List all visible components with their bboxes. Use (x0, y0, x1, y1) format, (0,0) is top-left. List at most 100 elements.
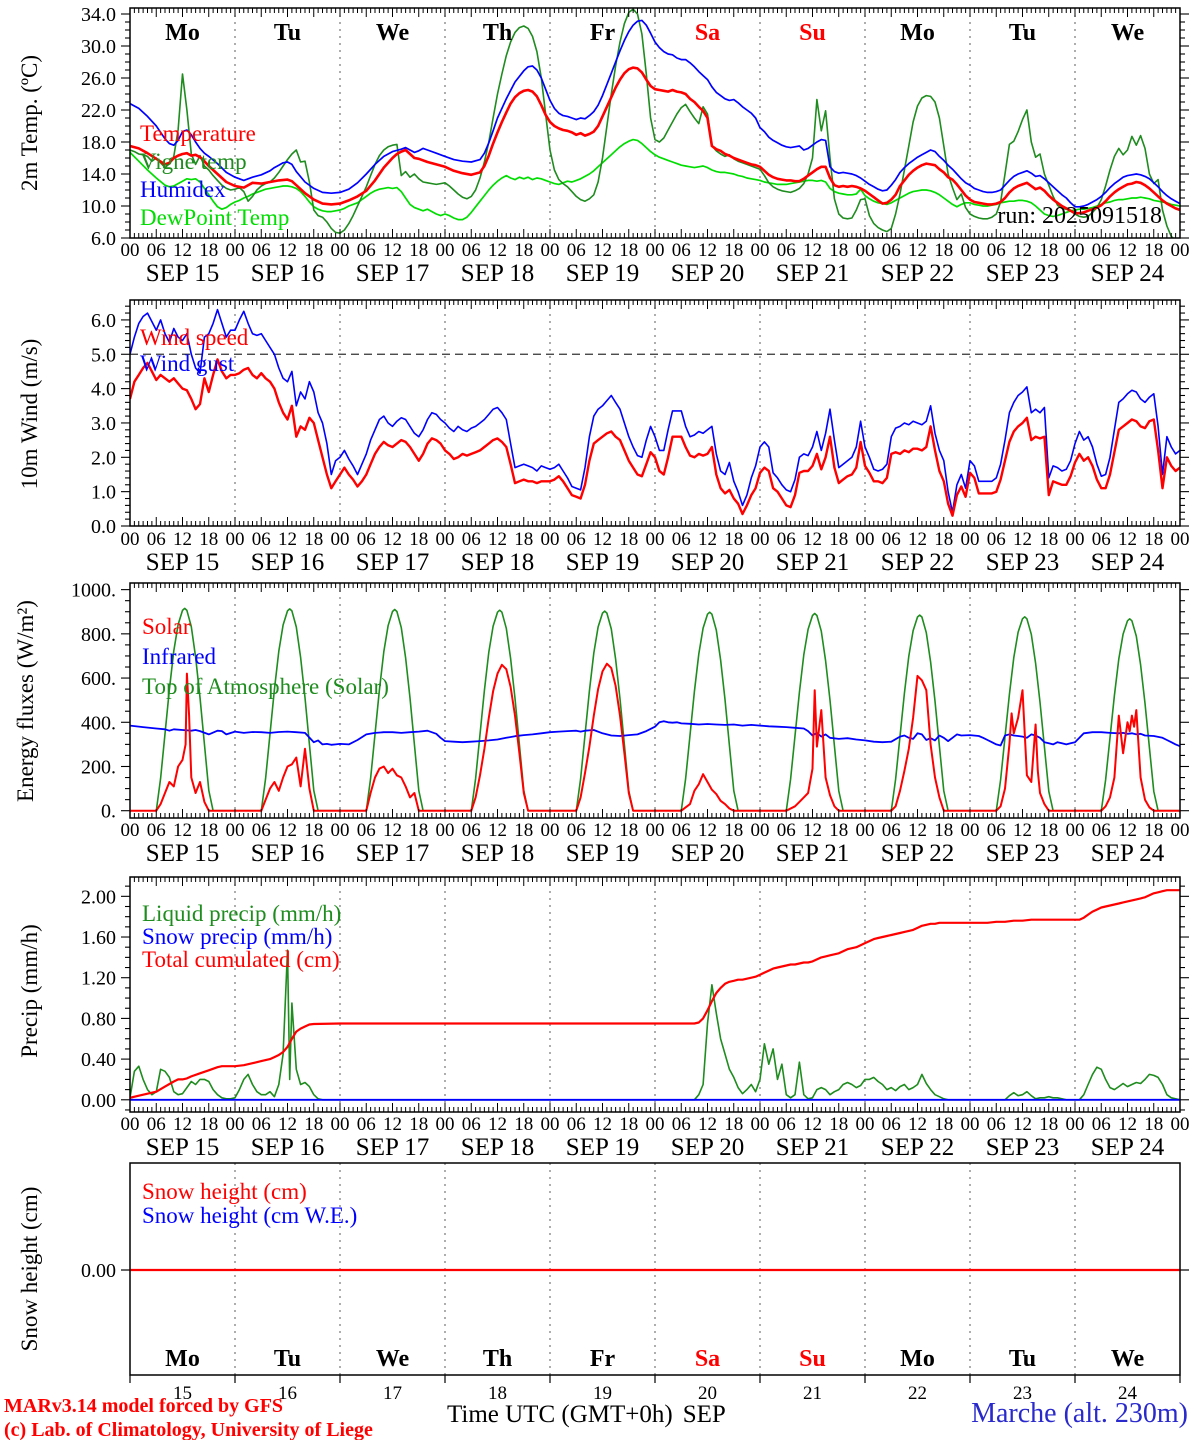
day-name-bottom: Mo (165, 1346, 200, 1372)
legend-snow-precip: Snow precip (mm/h) (142, 924, 333, 949)
y-tick-label: 0.00 (81, 1260, 116, 1282)
hour-label: 18 (1039, 820, 1058, 841)
day-name-bottom: Sa (695, 1346, 720, 1372)
date-number: 23 (1013, 1383, 1032, 1404)
date-label: SEP 15 (146, 260, 219, 287)
hour-label: 00 (331, 1114, 350, 1135)
panel-frame (129, 299, 1181, 527)
y-tick-label: 4.0 (91, 379, 116, 401)
hour-label: 12 (1013, 240, 1032, 261)
hour-label: 12 (908, 240, 927, 261)
hour-label: 18 (724, 820, 743, 841)
hour-label: 12 (1118, 820, 1137, 841)
panel-5: 0.00 (81, 1162, 1189, 1383)
date-label: SEP 17 (356, 1134, 429, 1161)
y-tick-label: 600. (81, 668, 116, 690)
day-name-bottom: Tu (274, 1346, 301, 1372)
hour-label: 06 (987, 529, 1006, 550)
date-number: 18 (488, 1383, 507, 1404)
hour-label: 00 (1066, 820, 1085, 841)
hour-label: 06 (567, 240, 586, 261)
series-line-vigne-temp (130, 8, 1175, 238)
hour-label: 00 (226, 1114, 245, 1135)
hour-label: 06 (1092, 529, 1111, 550)
y-tick-label: 1.20 (81, 968, 116, 990)
hour-label: 06 (987, 820, 1006, 841)
hour-label: 00 (751, 1114, 770, 1135)
hour-label: 12 (173, 820, 192, 841)
hour-label: 12 (908, 1114, 927, 1135)
legend-infrared: Infrared (142, 644, 217, 669)
panel-4: 0.00 0.40 0.80 1.20 1.60 2.00 00 06 12 18 00 06 12 18… (81, 876, 1190, 1161)
hour-label: 00 (331, 820, 350, 841)
hour-label: 12 (173, 240, 192, 261)
hour-label: 06 (462, 240, 481, 261)
y-tick-label: 200. (81, 756, 116, 778)
hour-label: 06 (987, 1114, 1006, 1135)
hour-label: 12 (698, 820, 717, 841)
hour-label: 00 (226, 820, 245, 841)
day-name-bottom: Su (799, 1346, 826, 1372)
date-label: SEP 18 (461, 260, 534, 287)
date-label: SEP 17 (356, 549, 429, 576)
day-name-top: Th (483, 20, 512, 46)
hour-label: 00 (646, 529, 665, 550)
hour-label: 18 (1144, 820, 1163, 841)
legend-snow-height: Snow height (cm) (142, 1179, 307, 1204)
y-tick-label: 6.0 (91, 310, 116, 332)
hour-label: 18 (514, 240, 533, 261)
hour-label: 00 (856, 820, 875, 841)
hour-label: 00 (1171, 529, 1190, 550)
hour-label: 06 (462, 529, 481, 550)
y-tick-label: 800. (81, 624, 116, 646)
hour-label: 00 (1171, 240, 1190, 261)
hour-label: 00 (856, 1114, 875, 1135)
date-label: SEP 22 (881, 840, 954, 867)
hour-label: 12 (1118, 240, 1137, 261)
date-label: SEP 23 (986, 549, 1059, 576)
hour-label: 12 (278, 1114, 297, 1135)
hour-label: 18 (619, 1114, 638, 1135)
hour-label: 06 (882, 820, 901, 841)
legend-temperature: Temperature (140, 121, 256, 146)
legend-solar: Solar (142, 614, 191, 639)
date-label: SEP 15 (146, 1134, 219, 1161)
hour-label: 00 (1066, 1114, 1085, 1135)
day-name-top: Mo (165, 20, 200, 46)
hour-label: 00 (436, 1114, 455, 1135)
y-tick-label: 22.0 (81, 100, 116, 122)
legend-snow-height-we: Snow height (cm W.E.) (142, 1203, 358, 1228)
hour-label: 06 (882, 1114, 901, 1135)
hour-label: 06 (882, 529, 901, 550)
hour-label: 00 (1066, 240, 1085, 261)
date-number: 17 (383, 1383, 402, 1404)
hour-label: 12 (698, 240, 717, 261)
hour-label: 06 (252, 240, 271, 261)
y-tick-label: 18.0 (81, 132, 116, 154)
date-label: SEP 16 (251, 840, 324, 867)
hour-label: 06 (252, 820, 271, 841)
date-label: SEP 22 (881, 1134, 954, 1161)
hour-label: 12 (1118, 1114, 1137, 1135)
day-name-bottom: Tu (1009, 1346, 1036, 1372)
y-tick-label: 6.0 (91, 228, 116, 250)
hour-label: 18 (409, 1114, 428, 1135)
hour-label: 18 (934, 1114, 953, 1135)
series-line-top-of-atmosphere-solar- (155, 607, 1180, 812)
y-tick-label: 2.0 (91, 447, 116, 469)
day-name-bottom: Fr (590, 1346, 616, 1372)
series-line-total-cumulated-cm- (130, 889, 1180, 1099)
y-tick-label: 1000. (71, 580, 116, 602)
date-label: SEP 23 (986, 840, 1059, 867)
hour-label: 06 (1092, 240, 1111, 261)
date-label: SEP 24 (1091, 1134, 1165, 1161)
hour-label: 12 (593, 529, 612, 550)
hour-label: 12 (803, 529, 822, 550)
date-label: SEP 18 (461, 549, 534, 576)
series-group (130, 308, 1180, 517)
hour-label: 00 (646, 820, 665, 841)
hour-label: 12 (278, 820, 297, 841)
hour-label: 06 (672, 1114, 691, 1135)
model-credit: MARv3.14 model forced by GFS (c) Lab. of… (4, 1394, 373, 1440)
hour-label: 00 (121, 820, 140, 841)
